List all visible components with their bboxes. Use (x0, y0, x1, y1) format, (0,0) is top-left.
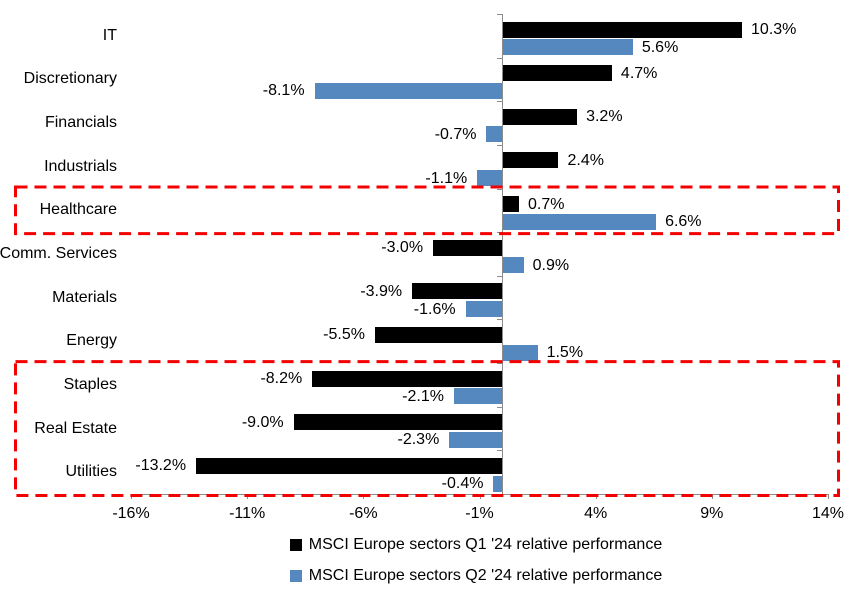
category-label-it: IT (102, 26, 117, 44)
value-label-q1-real-estate: -9.0% (241, 413, 284, 431)
legend-item-q2: MSCI Europe sectors Q2 '24 relative perf… (100, 567, 852, 587)
category-axis-tick (496, 406, 503, 408)
category-axis-tick (496, 450, 503, 452)
bar-q1-real-estate (293, 414, 503, 431)
x-axis-tick (247, 494, 249, 499)
bar-q1-discretionary (502, 65, 612, 82)
value-label-q1-financials: 3.2% (586, 108, 623, 126)
bar-q1-staples (312, 370, 503, 387)
category-label-real-estate: Real Estate (34, 419, 117, 437)
bar-q1-utilities (196, 457, 503, 474)
bar-q1-financials (502, 108, 578, 125)
value-label-q2-utilities: -0.4% (441, 475, 484, 493)
value-label-q1-healthcare: 0.7% (527, 195, 565, 213)
value-label-q1-industrials: 2.4% (567, 151, 604, 169)
category-axis-tick (496, 319, 503, 321)
category-axis-tick (496, 275, 503, 277)
value-label-q2-industrials: -1.1% (425, 169, 468, 187)
category-label-healthcare: Healthcare (39, 201, 117, 219)
bar-q1-it (502, 21, 743, 38)
bar-q1-industrials (502, 152, 559, 169)
category-axis-line (502, 14, 504, 494)
legend-item-q1: MSCI Europe sectors Q1 '24 relative perf… (100, 536, 852, 556)
category-label-utilities: Utilities (65, 463, 117, 481)
value-label-q2-energy: 1.5% (546, 344, 584, 362)
x-axis-tick (828, 494, 829, 499)
value-label-q1-comm-services: -3.0% (381, 239, 424, 257)
x-axis-tick-label: -11% (229, 505, 266, 522)
value-label-q1-energy: -5.5% (323, 326, 365, 344)
category-label-discretionary: Discretionary (23, 70, 117, 88)
x-axis-tick (131, 494, 132, 499)
legend-label-q2: MSCI Europe sectors Q2 '24 relative perf… (308, 567, 663, 584)
bar-q2-financials (486, 126, 503, 143)
x-axis-tick (595, 494, 597, 499)
category-label-energy: Energy (66, 332, 117, 350)
category-axis-tick (496, 363, 503, 365)
category-label-industrials: Industrials (44, 157, 117, 175)
bar-q2-materials (465, 301, 503, 318)
bar-q1-materials (412, 283, 503, 300)
bar-q2-staples (453, 388, 503, 405)
bar-q1-healthcare (502, 196, 519, 213)
bar-q2-real-estate (449, 431, 503, 448)
x-axis-tick (479, 494, 481, 499)
bar-q2-healthcare (502, 213, 657, 230)
value-label-q2-it: 5.6% (641, 38, 679, 56)
bar-q2-industrials (477, 170, 503, 187)
legend-chip-q1: MSCI Europe sectors Q1 '24 relative perf… (289, 536, 663, 554)
category-label-staples: Staples (63, 375, 117, 393)
category-label-comm-services: Comm. Services (0, 244, 117, 262)
value-label-q1-staples: -8.2% (260, 370, 303, 388)
value-label-q2-comm-services: 0.9% (532, 256, 570, 274)
category-axis-tick (496, 14, 503, 15)
q1-series-swatch-icon (289, 539, 302, 551)
highlight-box-healthcare (14, 185, 840, 236)
bar-q2-it (502, 39, 633, 56)
value-label-q2-materials: -1.6% (413, 300, 456, 318)
bar-q1-energy (374, 326, 503, 343)
legend-chip-q2: MSCI Europe sectors Q2 '24 relative perf… (289, 567, 663, 585)
value-label-q1-materials: -3.9% (360, 282, 403, 300)
x-axis-tick-label: 4% (584, 505, 608, 522)
x-axis-tick-label: -16% (112, 505, 150, 522)
value-label-q1-discretionary: 4.7% (620, 64, 658, 82)
category-label-financials: Financials (44, 114, 117, 132)
legend-label-q1: MSCI Europe sectors Q1 '24 relative perf… (308, 536, 663, 553)
category-axis-tick (496, 101, 503, 103)
value-label-q2-staples: -2.1% (402, 387, 444, 405)
category-axis-tick (496, 232, 503, 234)
category-axis-tick (496, 494, 503, 495)
x-axis-tick-label: -6% (349, 505, 378, 522)
value-label-q2-financials: -0.7% (434, 125, 477, 143)
category-axis-tick (496, 144, 503, 146)
bar-q2-discretionary (314, 82, 503, 99)
legend: MSCI Europe sectors Q1 '24 relative perf… (100, 536, 852, 598)
bar-q1-comm-services (433, 239, 503, 256)
category-axis-tick (496, 57, 503, 59)
x-axis-tick-label: 14% (811, 505, 845, 522)
value-label-q2-healthcare: 6.6% (665, 213, 702, 231)
q2-series-swatch-icon (289, 570, 302, 582)
bar-q2-comm-services (502, 257, 524, 274)
x-axis-tick (711, 494, 713, 499)
category-axis-tick (496, 188, 503, 190)
bar-q2-energy (502, 344, 538, 361)
value-label-q2-real-estate: -2.3% (397, 431, 440, 449)
x-axis-tick-label: -1% (465, 505, 494, 522)
value-label-q1-it: 10.3% (751, 21, 797, 38)
value-label-q2-discretionary: -8.1% (262, 82, 305, 100)
value-label-q1-utilities: -13.2% (135, 457, 187, 475)
x-axis-tick (363, 494, 365, 499)
category-label-materials: Materials (52, 288, 117, 306)
x-axis-tick-label: 9% (700, 505, 724, 522)
